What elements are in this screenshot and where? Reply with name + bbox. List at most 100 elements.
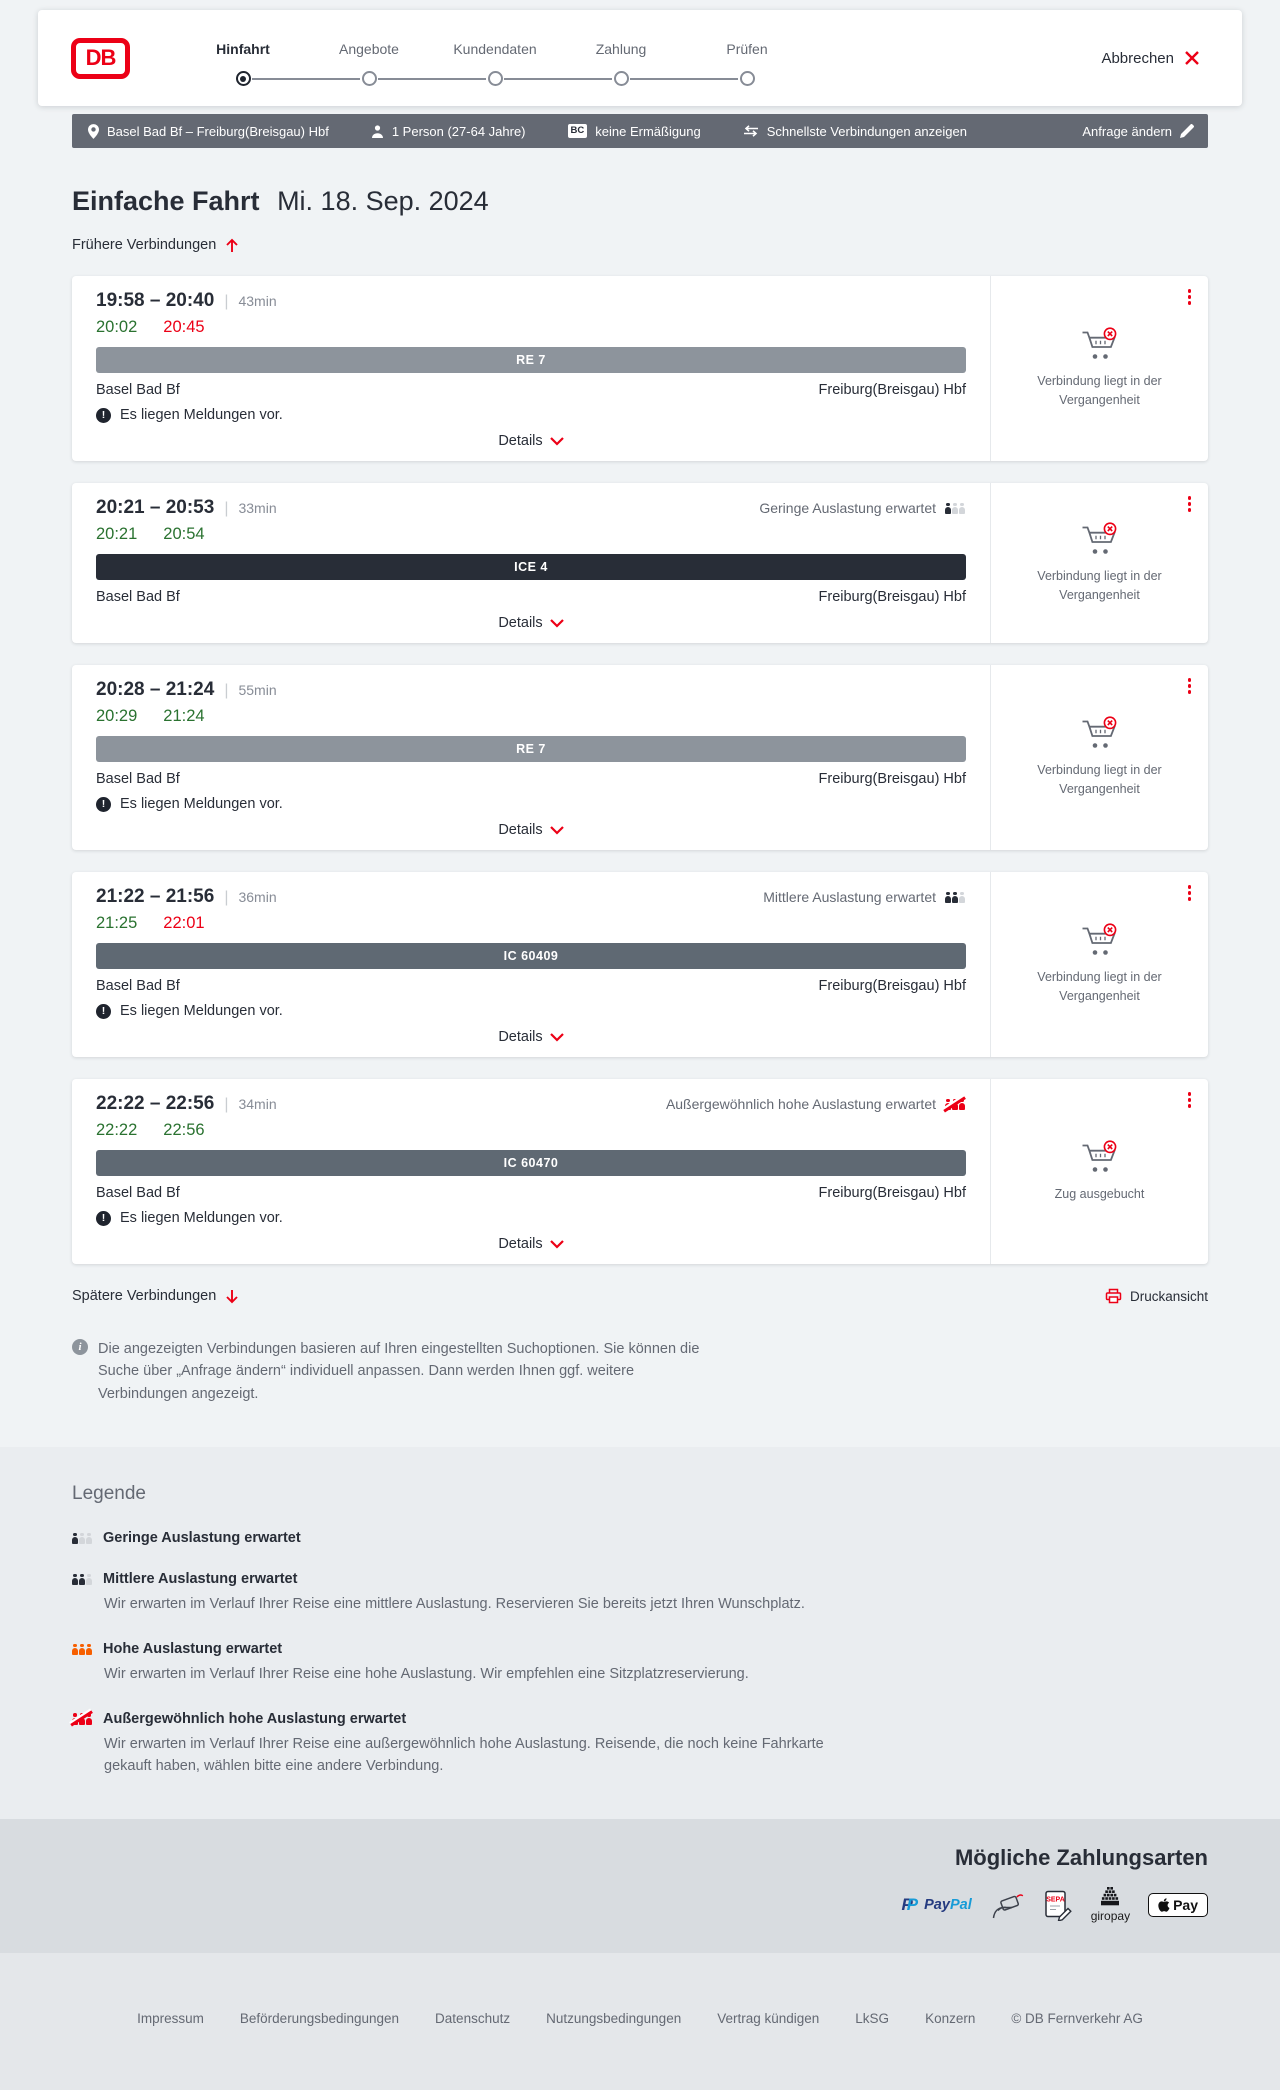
- messages-label: Es liegen Meldungen vor.: [120, 796, 283, 812]
- results-footer-row: Spätere Verbindungen Druckansicht: [72, 1268, 1208, 1304]
- legend-title: Legende: [72, 1483, 146, 1505]
- discount-label: keine Ermäßigung: [595, 123, 701, 139]
- details-label: Details: [498, 615, 543, 631]
- route-summary: Basel Bad Bf – Freiburg(Breisgau) Hbf: [88, 124, 329, 139]
- cart-unavailable-icon: [1082, 1140, 1116, 1172]
- alert-icon: !: [96, 796, 111, 812]
- destination-station: Freiburg(Breisgau) Hbf: [818, 771, 966, 787]
- kebab-menu-icon[interactable]: [1186, 287, 1194, 307]
- occupancy-icon: [72, 1532, 93, 1545]
- kebab-menu-icon[interactable]: [1186, 1090, 1194, 1110]
- applepay-label: Pay: [1173, 1897, 1198, 1914]
- messages-label: Es liegen Meldungen vor.: [120, 1210, 283, 1226]
- destination-station: Freiburg(Breisgau) Hbf: [818, 978, 966, 994]
- cancel-label: Abbrechen: [1101, 49, 1174, 67]
- departure-time: 22:22: [96, 1121, 138, 1139]
- occupancy-label: Mittlere Auslastung erwartet: [763, 889, 936, 905]
- connection-card: 20:21 – 20:53 | 33min Geringe Auslastung…: [72, 483, 1208, 643]
- chevron-down-icon: [549, 618, 564, 628]
- stepper: Hinfahrt Angebote Kundendaten Zahlung Pr…: [180, 29, 810, 87]
- footer-link[interactable]: Impressum: [137, 2011, 204, 2027]
- time-duration-divider: |: [224, 500, 229, 517]
- planned-times: 20:28 – 21:24: [96, 679, 215, 700]
- messages-row: ! Es liegen Meldungen vor.: [96, 1210, 966, 1226]
- messages-label: Es liegen Meldungen vor.: [120, 407, 283, 423]
- search-options-note-text: Die angezeigten Verbindungen basieren au…: [98, 1341, 700, 1402]
- time-duration-divider: |: [224, 889, 229, 906]
- duration: 36min: [238, 889, 277, 905]
- cancel-button[interactable]: Abbrechen: [1095, 49, 1206, 68]
- chevron-down-icon: [549, 1239, 564, 1249]
- messages-row: ! Es liegen Meldungen vor.: [96, 796, 966, 812]
- db-logo: DB: [71, 37, 130, 79]
- occupancy-indicator: Außergewöhnlich hohe Auslastung erwartet: [666, 1095, 966, 1112]
- footer-link[interactable]: LkSG: [855, 2011, 890, 2027]
- messages-row: ! Es liegen Meldungen vor.: [96, 1003, 966, 1019]
- stepper-step[interactable]: Prüfen: [684, 41, 810, 87]
- payment-section: Mögliche Zahlungsarten PP PayPal SEPA: [0, 1819, 1280, 1954]
- time-duration-divider: |: [224, 293, 229, 310]
- occupancy-indicator: Mittlere Auslastung erwartet: [763, 889, 966, 905]
- giropay-icon: giropay: [1091, 1887, 1130, 1923]
- print-view-label: Druckansicht: [1129, 1288, 1208, 1304]
- print-view-link[interactable]: Druckansicht: [1105, 1288, 1208, 1304]
- stepper-step[interactable]: Angebote: [306, 41, 486, 87]
- discount-summary: BC keine Ermäßigung: [567, 123, 701, 139]
- cart-unavailable-icon: [1082, 522, 1116, 554]
- planned-times: 22:22 – 22:56: [96, 1093, 215, 1114]
- train-badge: IC 60470: [96, 1150, 966, 1176]
- db-logo-text: DB: [85, 45, 117, 70]
- connection-side-panel: Verbindung liegt in der Vergangenheit: [990, 665, 1208, 850]
- details-toggle[interactable]: Details: [96, 1236, 966, 1252]
- details-toggle[interactable]: Details: [96, 615, 966, 631]
- kebab-menu-icon[interactable]: [1186, 494, 1194, 514]
- footer-link[interactable]: Konzern: [925, 2011, 976, 2027]
- later-connections-link[interactable]: Spätere Verbindungen: [72, 1288, 239, 1304]
- connection-card: 21:22 – 21:56 | 36min Mittlere Auslastun…: [72, 872, 1208, 1057]
- availability-status: Verbindung liegt in der Vergangenheit: [1037, 374, 1162, 407]
- departure-time: 21:25: [96, 914, 138, 932]
- earlier-connections-link[interactable]: Frühere Verbindungen: [72, 237, 239, 253]
- details-label: Details: [498, 433, 543, 449]
- connection-side-panel: Verbindung liegt in der Vergangenheit: [990, 872, 1208, 1057]
- kebab-menu-icon[interactable]: [1186, 676, 1194, 696]
- header: DB Hinfahrt Angebote Kundendaten Zahlung…: [38, 10, 1242, 106]
- printer-icon: [1105, 1288, 1122, 1304]
- details-toggle[interactable]: Details: [96, 822, 966, 838]
- details-label: Details: [498, 1236, 543, 1252]
- footer-link[interactable]: Vertrag kündigen: [717, 2011, 820, 2027]
- chevron-down-icon: [549, 436, 564, 446]
- legend-item-label: Geringe Auslastung erwartet: [103, 1530, 301, 1547]
- connection-card: 19:58 – 20:40 | 43min 20:02 20:45 RE 7 B…: [72, 276, 1208, 461]
- arrival-time: 21:24: [163, 707, 205, 725]
- step-circle-icon: [739, 71, 755, 86]
- footer-link[interactable]: Beförderungsbedingungen: [239, 2011, 400, 2027]
- footer-link[interactable]: Nutzungsbedingungen: [546, 2011, 682, 2027]
- availability-status: Verbindung liegt in der Vergangenheit: [1037, 763, 1162, 796]
- alert-icon: !: [96, 1210, 111, 1226]
- stepper-step[interactable]: Zahlung: [558, 41, 738, 87]
- departure-time: 20:29: [96, 707, 138, 725]
- bahncard-icon: BC: [567, 124, 588, 138]
- route-label: Basel Bad Bf – Freiburg(Breisgau) Hbf: [107, 123, 329, 139]
- legend-item-label: Außergewöhnlich hohe Auslastung erwartet: [103, 1710, 407, 1727]
- details-toggle[interactable]: Details: [96, 433, 966, 449]
- train-badge: IC 60409: [96, 943, 966, 969]
- stepper-step[interactable]: Kundendaten: [432, 41, 612, 87]
- stepper-step[interactable]: Hinfahrt: [180, 41, 360, 87]
- modify-search-label: Anfrage ändern: [1082, 123, 1172, 139]
- footer-link[interactable]: Datenschutz: [435, 2011, 511, 2027]
- pencil-icon: [1180, 124, 1194, 138]
- occupancy-indicator: Geringe Auslastung erwartet: [759, 500, 966, 516]
- details-toggle[interactable]: Details: [96, 1029, 966, 1045]
- duration: 34min: [238, 1096, 277, 1112]
- details-label: Details: [498, 822, 543, 838]
- payment-title: Mögliche Zahlungsarten: [954, 1845, 1208, 1871]
- person-icon: [371, 124, 383, 138]
- kebab-menu-icon[interactable]: [1186, 883, 1194, 903]
- arrival-time: 20:54: [163, 525, 205, 543]
- modify-search-button[interactable]: Anfrage ändern: [1082, 124, 1194, 139]
- occupancy-icon: [945, 891, 966, 904]
- fastest-connections-toggle[interactable]: Schnellste Verbindungen anzeigen: [743, 124, 967, 139]
- legend-item: Geringe Auslastung erwartet: [72, 1530, 1208, 1546]
